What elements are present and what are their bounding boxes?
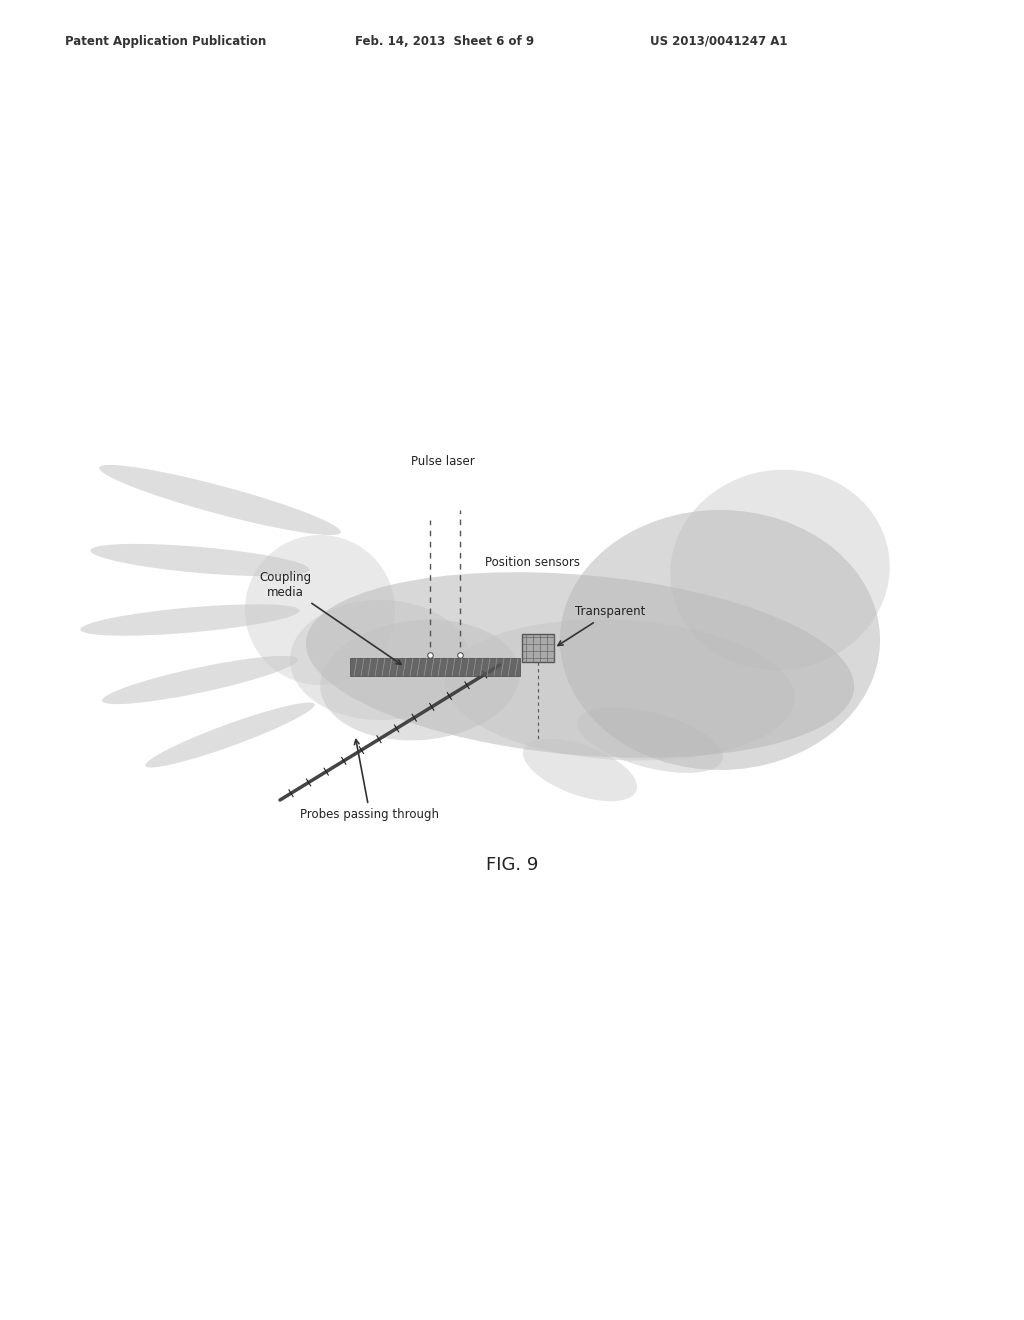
Ellipse shape: [90, 544, 309, 576]
Ellipse shape: [290, 601, 470, 719]
Ellipse shape: [102, 656, 298, 704]
Text: Probes passing through: Probes passing through: [300, 739, 439, 821]
Ellipse shape: [560, 510, 880, 770]
Text: US 2013/0041247 A1: US 2013/0041247 A1: [650, 36, 787, 48]
Ellipse shape: [145, 702, 314, 767]
Ellipse shape: [245, 535, 395, 685]
Text: Patent Application Publication: Patent Application Publication: [65, 36, 266, 48]
Ellipse shape: [81, 605, 300, 636]
Ellipse shape: [523, 739, 637, 801]
Ellipse shape: [671, 470, 890, 671]
Ellipse shape: [306, 572, 854, 758]
Text: Transparent: Transparent: [558, 606, 645, 645]
Bar: [522, 634, 554, 663]
Text: FIG. 9: FIG. 9: [485, 855, 539, 874]
Ellipse shape: [321, 619, 520, 741]
Ellipse shape: [306, 572, 854, 758]
Text: Coupling
media: Coupling media: [259, 572, 401, 664]
Text: Position sensors: Position sensors: [485, 556, 580, 569]
Bar: [350, 657, 520, 676]
Ellipse shape: [560, 510, 880, 770]
Ellipse shape: [578, 708, 723, 774]
Ellipse shape: [445, 619, 795, 760]
Text: Feb. 14, 2013  Sheet 6 of 9: Feb. 14, 2013 Sheet 6 of 9: [355, 36, 535, 48]
Ellipse shape: [99, 465, 341, 535]
Text: Pulse laser: Pulse laser: [411, 455, 475, 469]
